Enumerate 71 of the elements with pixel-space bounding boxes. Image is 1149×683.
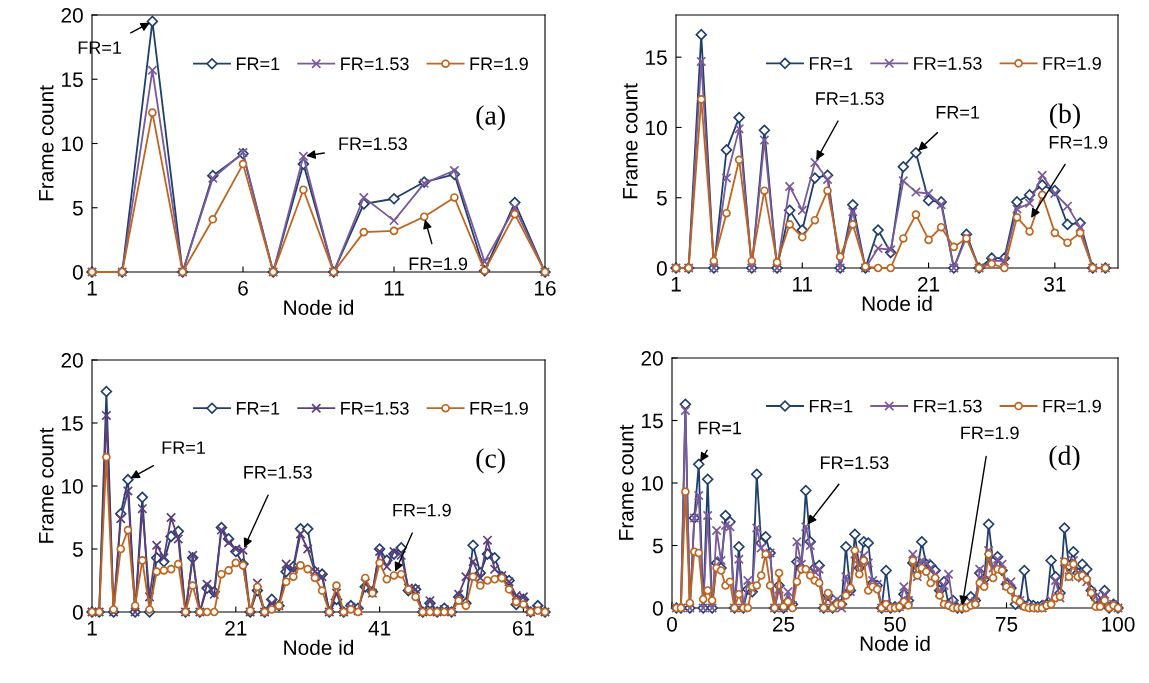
x-tick-label: 21 <box>918 276 940 292</box>
x-tick-label: 21 <box>225 620 247 636</box>
y-tick-label: 0 <box>652 601 663 616</box>
y-tick-label: 20 <box>61 8 83 23</box>
legend-label: FR=1 <box>809 399 853 413</box>
y-tick-label: 20 <box>641 351 663 366</box>
y-tick-label: 5 <box>72 200 83 216</box>
legend-label: FR=1.53 <box>914 399 982 413</box>
x-tick-label: 16 <box>535 280 556 296</box>
annotation: FR=1.53 <box>816 92 884 105</box>
x-axis-title: Node id <box>284 639 354 656</box>
y-tick-label: 5 <box>656 190 667 206</box>
y-tick-label: 20 <box>61 353 83 368</box>
x-axis-title: Node id <box>284 299 354 316</box>
y-tick-label: 15 <box>646 50 667 65</box>
y-tick-label: 5 <box>72 542 83 557</box>
annotation: FR=1 <box>698 421 742 435</box>
legend-label: FR=1.9 <box>1043 399 1101 413</box>
annotation: FR=1.9 <box>409 257 468 271</box>
legend-label: FR=1.9 <box>1043 57 1101 70</box>
x-tick-label: 41 <box>368 621 391 636</box>
y-axis-title: Frame count <box>39 427 54 543</box>
legend-label: FR=1.53 <box>914 57 982 70</box>
x-tick-label: 25 <box>772 616 795 632</box>
y-axis-title: Frame count <box>623 83 638 199</box>
legend-label: FR=1.53 <box>341 401 409 415</box>
y-tick-label: 15 <box>642 413 663 429</box>
annotation: (c) <box>476 448 505 474</box>
legend-label: FR=1.53 <box>341 57 409 71</box>
annotation: (b) <box>1049 103 1080 129</box>
x-tick-label: 1 <box>87 281 97 296</box>
annotation: FR=1.53 <box>339 137 407 151</box>
y-tick-label: 10 <box>62 136 83 152</box>
x-tick-label: 11 <box>793 277 813 292</box>
annotation: FR=1 <box>162 441 205 454</box>
y-axis-title: Frame count <box>619 424 634 540</box>
y-tick-label: 0 <box>72 265 83 280</box>
annotation: FR=1.9 <box>1049 135 1108 149</box>
x-tick-label: 1 <box>87 621 97 636</box>
annotation: FR=1.53 <box>244 465 312 479</box>
annotation: FR=1.53 <box>821 456 889 470</box>
x-tick-label: 31 <box>1044 276 1066 292</box>
legend-label: FR=1 <box>236 402 280 415</box>
annotation: FR=1.9 <box>393 503 451 517</box>
x-tick-label: 100 <box>1102 616 1135 632</box>
y-tick-label: 10 <box>646 120 667 136</box>
legend-label: FR=1 <box>236 57 280 71</box>
annotation: FR=1 <box>936 106 980 119</box>
x-axis-title: Node id <box>860 635 930 652</box>
x-tick-label: 50 <box>884 616 906 632</box>
y-tick-label: 15 <box>62 416 83 431</box>
y-tick-label: 10 <box>62 479 83 494</box>
x-tick-label: 11 <box>384 281 404 296</box>
legend-label: FR=1.9 <box>470 57 528 71</box>
y-tick-label: 5 <box>652 538 663 554</box>
annotation: (d) <box>1049 445 1080 471</box>
x-tick-label: 6 <box>238 280 248 296</box>
x-tick-label: 0 <box>667 616 677 632</box>
legend-label: FR=1 <box>809 57 853 70</box>
annotation: FR=1.9 <box>961 426 1019 440</box>
x-tick-label: 61 <box>512 620 534 636</box>
legend-label: FR=1.9 <box>470 401 528 415</box>
y-tick-label: 10 <box>642 476 663 491</box>
y-tick-label: 15 <box>62 72 83 87</box>
x-axis-title: Node id <box>862 295 932 312</box>
y-axis-title: Frame count <box>39 85 54 201</box>
x-tick-label: 75 <box>995 617 1018 632</box>
annotation: (a) <box>476 105 505 131</box>
x-tick-label: 1 <box>671 277 681 292</box>
y-tick-label: 0 <box>72 605 83 620</box>
y-tick-label: 0 <box>656 261 667 276</box>
